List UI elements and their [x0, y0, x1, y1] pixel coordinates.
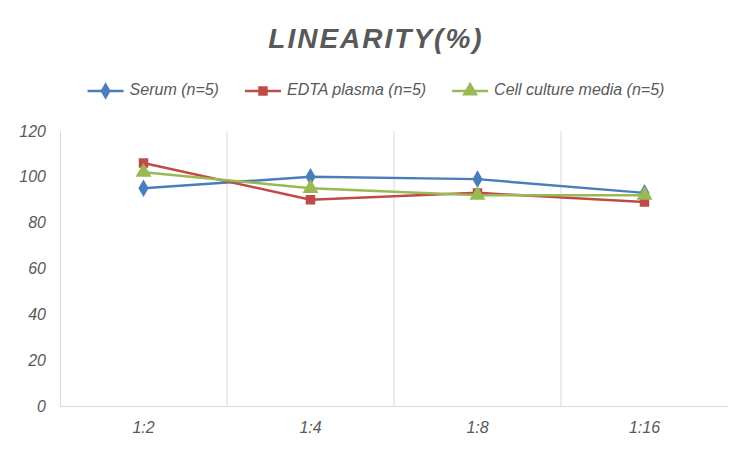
y-tick: 120 [19, 123, 60, 140]
y-tick-label: 20 [27, 352, 46, 369]
grid-line [394, 131, 395, 406]
chart-title: LINEARITY(%) [268, 23, 483, 54]
y-axis-line [60, 132, 61, 407]
legend-marker [462, 82, 478, 96]
legend-marker [100, 82, 110, 100]
x-tick: 1:8 [466, 406, 488, 436]
x-tick-label: 1:4 [299, 419, 321, 436]
y-tick: 80 [28, 214, 60, 231]
grid-line [227, 131, 228, 406]
grid-line [561, 131, 562, 406]
legend-label: Cell culture media (n=5) [494, 81, 664, 98]
y-tick-label: 120 [19, 123, 46, 140]
x-axis-line [61, 406, 729, 407]
marker [138, 179, 148, 197]
y-axis: 0 20 40 60 80 100 120 [19, 123, 60, 415]
grid [227, 131, 561, 406]
marker [303, 179, 319, 193]
x-tick: 1:16 [629, 406, 660, 436]
marker [306, 195, 315, 204]
x-tick: 1:2 [132, 406, 154, 436]
legend-label: EDTA plasma (n=5) [287, 81, 426, 98]
background [0, 0, 752, 452]
marker [470, 186, 486, 200]
y-tick: 20 [27, 352, 60, 369]
legend-item: Cell culture media (n=5) [452, 81, 664, 98]
legend: Serum (n=5) EDTA plasma (n=5) Cell culture… [88, 81, 665, 100]
series [136, 163, 653, 200]
x-axis: 1:2 1:4 1:8 1:16 [61, 406, 729, 436]
marker [136, 163, 152, 177]
x-tick-label: 1:2 [132, 419, 154, 436]
marker [637, 186, 653, 200]
y-tick: 60 [28, 260, 60, 277]
plot-area [136, 158, 653, 206]
series-line [144, 172, 645, 195]
y-tick-label: 0 [37, 398, 46, 415]
series-line [144, 163, 645, 202]
legend-item: Serum (n=5) [88, 81, 219, 100]
y-tick-label: 80 [28, 214, 46, 231]
marker [472, 170, 482, 188]
x-tick-label: 1:8 [466, 419, 488, 436]
chart: LINEARITY(%) 0 20 40 60 80 100 120 1:2 1:4 1:8 1:16… [0, 0, 752, 452]
legend-marker [258, 86, 267, 95]
series [139, 158, 649, 206]
x-tick: 1:4 [299, 406, 321, 436]
y-tick: 100 [19, 168, 60, 185]
y-tick-label: 60 [28, 260, 46, 277]
legend-item: EDTA plasma (n=5) [245, 81, 426, 98]
legend-label: Serum (n=5) [130, 81, 219, 98]
y-tick: 0 [37, 398, 60, 415]
x-tick-label: 1:16 [629, 419, 660, 436]
y-tick-label: 40 [28, 306, 46, 323]
y-tick: 40 [28, 306, 60, 323]
y-tick-label: 100 [19, 168, 46, 185]
